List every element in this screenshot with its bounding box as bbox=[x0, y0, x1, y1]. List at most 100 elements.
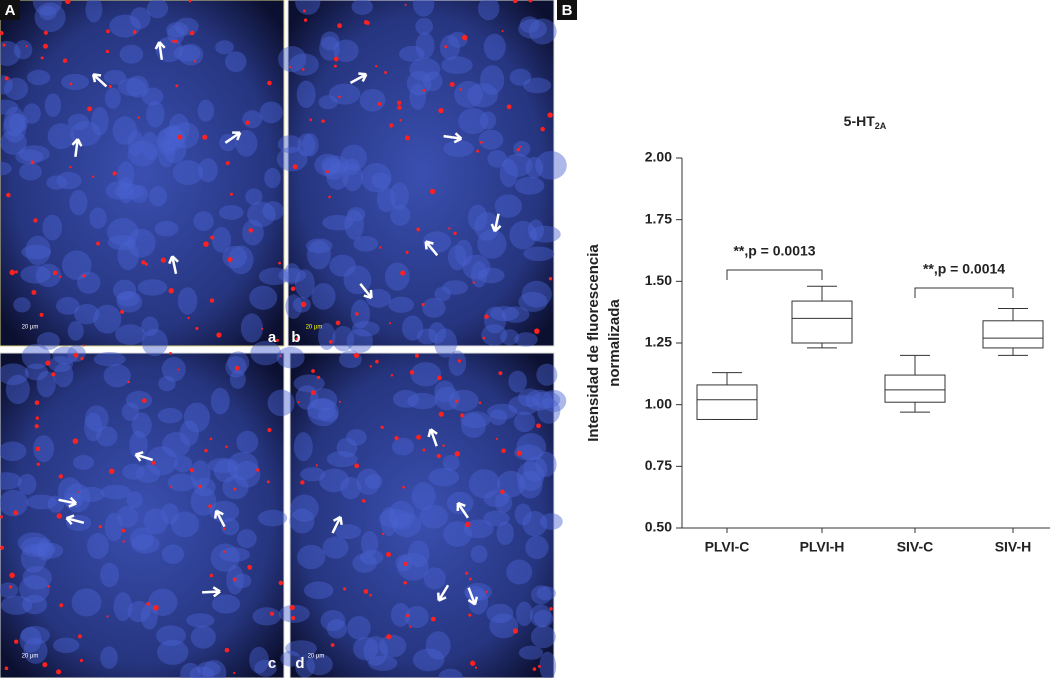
cell bbox=[460, 411, 491, 429]
cell bbox=[428, 322, 446, 344]
cell bbox=[130, 185, 149, 203]
scale-bar-label: 20 µm bbox=[306, 325, 323, 331]
nucleus-signal bbox=[43, 43, 48, 49]
cell bbox=[17, 532, 50, 554]
box bbox=[791, 300, 853, 344]
cell bbox=[173, 44, 201, 62]
cell bbox=[448, 350, 467, 376]
cell bbox=[73, 303, 100, 325]
nucleus-signal bbox=[34, 400, 40, 406]
nucleus-signal bbox=[87, 106, 93, 112]
cell bbox=[283, 263, 301, 285]
nucleus-signal bbox=[469, 577, 472, 581]
cell bbox=[477, 229, 507, 259]
cell bbox=[353, 636, 379, 661]
nucleus-signal bbox=[69, 165, 72, 169]
cell bbox=[146, 0, 169, 19]
cell bbox=[113, 279, 137, 301]
scale-bar-label: 20 µm bbox=[22, 325, 39, 331]
nucleus-signal bbox=[482, 336, 486, 340]
cell bbox=[406, 70, 432, 96]
nucleus-signal bbox=[56, 513, 63, 519]
nucleus-signal bbox=[369, 365, 373, 368]
nucleus-signal bbox=[409, 370, 415, 375]
nucleus-signal bbox=[51, 372, 56, 377]
x-tick-label: PLVI-H bbox=[800, 539, 845, 555]
cell bbox=[149, 186, 168, 207]
nucleus-signal bbox=[69, 82, 73, 86]
nucleus-signal bbox=[409, 625, 412, 628]
cell bbox=[26, 494, 58, 510]
nucleus-signal bbox=[121, 528, 126, 533]
x-tick-label: SIV-C bbox=[897, 539, 934, 555]
nucleus-signal bbox=[4, 76, 9, 81]
nucleus-signal bbox=[98, 524, 103, 529]
cell bbox=[39, 5, 57, 21]
cell bbox=[496, 521, 514, 546]
cell bbox=[145, 446, 178, 476]
scale-bar-label: 20 µm bbox=[308, 654, 325, 660]
nucleus-signal bbox=[338, 95, 341, 99]
nucleus-signal bbox=[295, 337, 300, 342]
nucleus-signal bbox=[321, 119, 325, 123]
cell bbox=[227, 451, 259, 481]
cell bbox=[523, 456, 548, 482]
nucleus-signal bbox=[106, 29, 110, 34]
cell bbox=[21, 343, 51, 370]
nucleus-signal bbox=[442, 444, 445, 447]
nucleus-signal bbox=[414, 353, 419, 358]
cell bbox=[3, 106, 26, 137]
cell bbox=[161, 503, 179, 525]
cell bbox=[190, 460, 211, 490]
cell bbox=[24, 363, 49, 381]
nucleus-signal bbox=[170, 485, 173, 488]
nucleus-signal bbox=[460, 413, 465, 418]
y-tick-label: 2.00 bbox=[645, 149, 672, 165]
nucleus-signal bbox=[96, 241, 101, 246]
nucleus-signal bbox=[52, 270, 58, 276]
cell bbox=[319, 36, 340, 61]
nucleus-signal bbox=[519, 145, 522, 149]
cell bbox=[481, 324, 508, 346]
cell bbox=[422, 71, 443, 92]
cell bbox=[61, 250, 92, 281]
cell bbox=[509, 68, 532, 86]
cell bbox=[42, 214, 63, 241]
nucleus-signal bbox=[328, 195, 331, 199]
cell bbox=[314, 153, 341, 177]
y-tick-label: 1.50 bbox=[645, 272, 672, 288]
cell bbox=[525, 156, 544, 179]
cell bbox=[157, 639, 189, 665]
cell bbox=[157, 137, 176, 168]
arrow bbox=[437, 584, 450, 602]
cell bbox=[198, 158, 218, 183]
nucleus-signal bbox=[540, 126, 545, 132]
cell bbox=[47, 495, 65, 513]
cell bbox=[141, 316, 159, 337]
cell bbox=[233, 460, 261, 488]
nucleus-signal bbox=[177, 134, 183, 140]
nucleus-signal bbox=[120, 309, 125, 314]
cell bbox=[300, 467, 326, 482]
nucleus-signal bbox=[209, 437, 213, 441]
cell bbox=[127, 130, 144, 157]
cell bbox=[8, 113, 29, 133]
cell bbox=[18, 145, 50, 163]
cell bbox=[22, 566, 52, 590]
title-sub: 2A bbox=[875, 121, 887, 131]
cell bbox=[84, 412, 103, 442]
nucleus-signal bbox=[478, 401, 482, 405]
cell bbox=[513, 411, 536, 433]
cell bbox=[47, 123, 75, 150]
nucleus-signal bbox=[300, 301, 307, 308]
cell bbox=[368, 655, 398, 671]
cell bbox=[517, 470, 543, 499]
y-tick-label: 1.00 bbox=[645, 395, 672, 411]
cell bbox=[530, 604, 552, 628]
cell bbox=[384, 262, 410, 291]
cell bbox=[210, 543, 240, 573]
nucleus-signal bbox=[335, 320, 341, 326]
nucleus-signal bbox=[337, 23, 342, 29]
cell bbox=[125, 390, 153, 410]
nucleus-signal bbox=[267, 80, 272, 86]
